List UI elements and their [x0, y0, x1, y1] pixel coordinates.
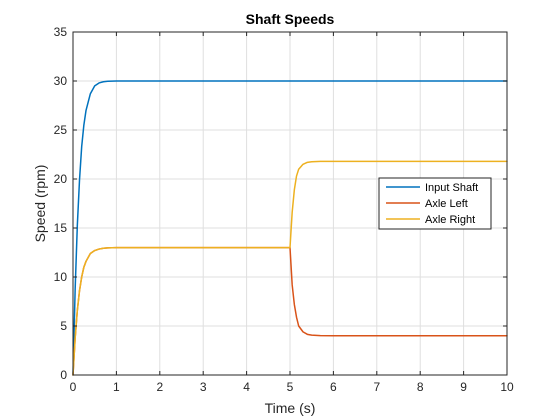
x-tick-label: 1	[113, 380, 120, 394]
y-tick-label: 5	[60, 319, 67, 333]
y-tick-label: 20	[54, 172, 68, 186]
x-tick-label: 0	[70, 380, 77, 394]
legend-label: Input Shaft	[425, 182, 478, 194]
x-tick-label: 6	[330, 380, 337, 394]
legend-label: Axle Left	[425, 198, 468, 210]
series-line-input-shaft	[72, 80, 508, 376]
x-tick-label: 3	[200, 380, 207, 394]
y-tick-label: 0	[60, 368, 67, 382]
legend: Input Shaft Axle Left Axle Right	[378, 177, 492, 230]
x-tick-label: 4	[243, 380, 250, 394]
x-axis-label: Time (s)	[265, 400, 316, 416]
x-tick-label: 5	[287, 380, 294, 394]
x-tick-label: 10	[500, 380, 514, 394]
chart-title: Shaft Speeds	[246, 11, 335, 27]
y-tick-label: 10	[54, 270, 68, 284]
axis-ticks: 0 1 2 3 4 5 6 7 8 9 10 0 5 10 15 20 25 30 35	[54, 25, 514, 394]
legend-label: Axle Right	[425, 214, 475, 226]
y-tick-label: 35	[54, 25, 68, 39]
y-tick-label: 15	[54, 221, 68, 235]
y-axis-label: Speed (rpm)	[32, 165, 48, 243]
x-tick-label: 8	[417, 380, 424, 394]
series-lines	[72, 80, 508, 376]
x-tick-label: 7	[373, 380, 380, 394]
series-line-axle-right	[72, 160, 508, 376]
y-tick-label: 30	[54, 74, 68, 88]
x-tick-label: 2	[156, 380, 163, 394]
legend-items: Input Shaft Axle Left Axle Right	[386, 182, 478, 226]
y-tick-label: 25	[54, 123, 68, 137]
x-tick-label: 9	[460, 380, 467, 394]
